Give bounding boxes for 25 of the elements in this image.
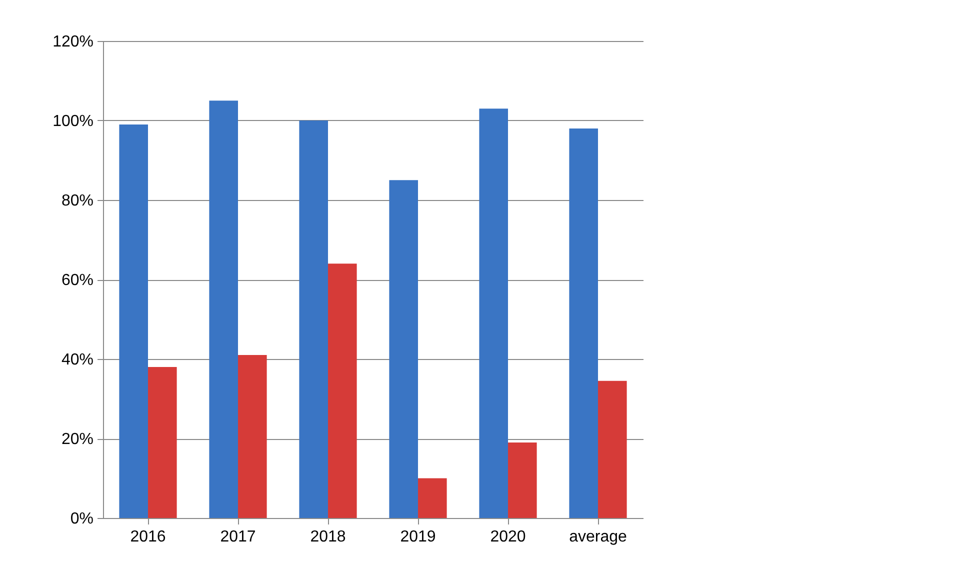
bar	[328, 264, 357, 518]
bar	[598, 380, 627, 518]
y-tick-label: 20%	[61, 431, 94, 448]
x-tick-label: 2017	[220, 528, 256, 546]
x-tick-label: 2018	[310, 528, 346, 546]
x-tick-label: 2016	[130, 528, 166, 546]
y-tick-label: 100%	[52, 113, 94, 130]
bar	[119, 124, 148, 518]
y-tick-label: 40%	[61, 352, 94, 368]
bar	[418, 478, 447, 518]
bar	[508, 442, 537, 518]
bar	[238, 355, 267, 518]
y-tick-label: 80%	[61, 192, 94, 210]
y-tick-label: 120%	[52, 34, 94, 50]
bar	[479, 108, 508, 518]
bar	[148, 366, 177, 518]
x-tick-label: 2019	[400, 528, 436, 546]
x-tick-label: 2020	[490, 528, 526, 546]
x-tick-label: average	[569, 528, 628, 546]
bar	[299, 120, 328, 518]
bar	[389, 180, 418, 518]
bar	[209, 100, 238, 518]
y-tick-label: 0%	[70, 510, 94, 528]
y-tick-label: 60%	[61, 272, 94, 289]
bar	[569, 128, 598, 518]
